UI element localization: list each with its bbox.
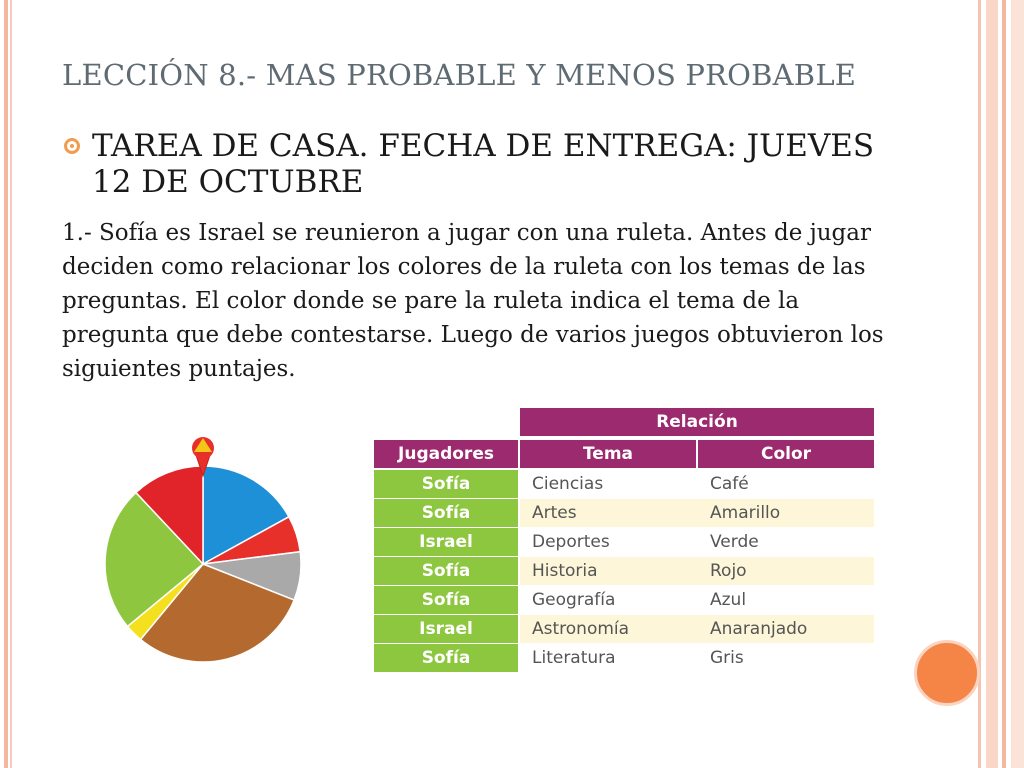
tema-cell: Artes xyxy=(532,503,577,523)
table-group-header: Relación xyxy=(520,408,874,436)
slide-title: LECCIÓN 8.- MAS PROBABLE Y MENOS PROBABL… xyxy=(62,58,857,92)
color-cell: Azul xyxy=(710,590,747,610)
spinner-sector xyxy=(139,563,296,663)
color-cell: Café xyxy=(710,474,749,494)
player-cell: Sofía xyxy=(374,470,518,498)
tema-cell: Deportes xyxy=(532,532,610,552)
color-cell: Verde xyxy=(710,532,759,552)
bullet-text: TAREA DE CASA. FECHA DE ENTREGA: JUEVES … xyxy=(92,128,875,200)
player-cell: Israel xyxy=(374,528,518,556)
table-row-background xyxy=(520,528,874,556)
player-cell: Sofía xyxy=(374,557,518,585)
spinner-sector xyxy=(202,465,290,566)
tema-cell: Geografía xyxy=(532,590,616,610)
tema-cell: Literatura xyxy=(532,648,616,668)
table-row-background xyxy=(520,644,874,672)
column-header-color: Color xyxy=(698,440,874,468)
table-row-background xyxy=(520,586,874,614)
tema-cell: Historia xyxy=(532,561,598,581)
tema-cell: Astronomía xyxy=(532,619,630,639)
player-cell: Sofía xyxy=(374,499,518,527)
player-cell: Sofía xyxy=(374,586,518,614)
spinner-sector xyxy=(104,491,205,628)
spinner-wheel xyxy=(104,437,302,663)
bullet-item: TAREA DE CASA. FECHA DE ENTREGA: JUEVES … xyxy=(62,128,882,200)
relation-table: Relación Jugadores Tema Color Sofía Cienc… xyxy=(374,408,874,672)
table-row-background xyxy=(520,499,874,527)
problem-statement: 1.- Sofía es Israel se reunieron a jugar… xyxy=(62,220,884,382)
player-cell: Sofía xyxy=(374,644,518,672)
color-cell: Amarillo xyxy=(710,503,781,523)
column-header-players: Jugadores xyxy=(374,440,518,468)
player-cell: Israel xyxy=(374,615,518,643)
color-cell: Rojo xyxy=(710,561,747,581)
spinner-pointer-icon xyxy=(192,437,214,478)
table-row-background xyxy=(520,470,874,498)
slide-right-border xyxy=(976,0,1024,768)
decorative-circle xyxy=(914,640,980,706)
table-row-background xyxy=(520,557,874,585)
color-cell: Anaranjado xyxy=(710,619,808,639)
bullet-marker-icon xyxy=(64,138,80,154)
table-row-background xyxy=(520,615,874,643)
slide-left-border xyxy=(0,0,14,768)
color-cell: Gris xyxy=(710,648,744,668)
tema-cell: Ciencias xyxy=(532,474,604,494)
column-header-tema: Tema xyxy=(520,440,696,468)
